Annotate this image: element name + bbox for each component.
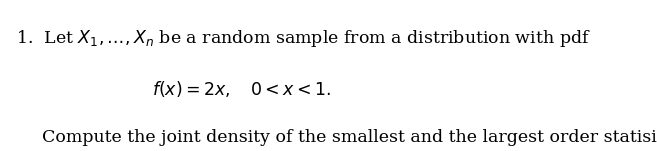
Text: Compute the joint density of the smallest and the largest order statisics.: Compute the joint density of the smalles…: [42, 129, 657, 146]
Text: 1.  Let $X_1, \ldots, X_n$ be a random sample from a distribution with pdf: 1. Let $X_1, \ldots, X_n$ be a random sa…: [16, 28, 591, 49]
Text: $f(x) = 2x, \quad 0 < x < 1.$: $f(x) = 2x, \quad 0 < x < 1.$: [152, 79, 332, 99]
